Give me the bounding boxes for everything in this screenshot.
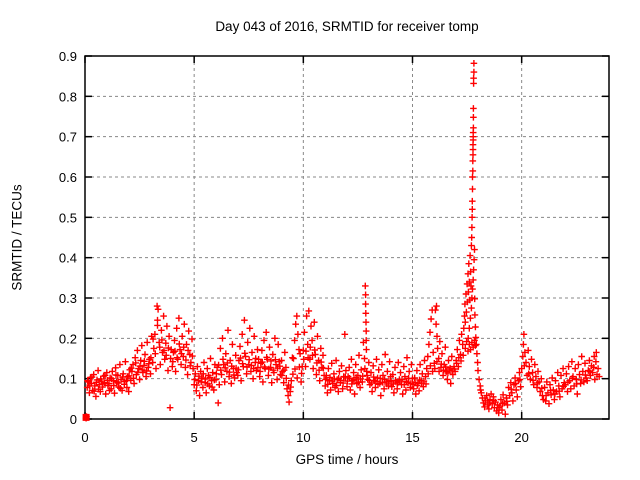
y-tick-label: 0.9	[59, 49, 77, 64]
y-tick-label: 0.2	[59, 331, 77, 346]
x-axis-label: GPS time / hours	[295, 452, 399, 467]
data-points	[82, 60, 603, 422]
y-axis-label: SRMTID / TECUs	[9, 184, 25, 291]
y-tick-label: 0.7	[59, 130, 77, 145]
y-tick-label: 0	[70, 412, 77, 427]
y-tick-label: 0.3	[59, 291, 77, 306]
x-tick-label: 15	[405, 430, 419, 445]
chart-title: Day 043 of 2016, SRMTID for receiver tom…	[215, 19, 479, 34]
x-tick-label: 20	[514, 430, 528, 445]
y-tick-label: 0.1	[59, 372, 77, 387]
y-tick-label: 0.4	[59, 251, 77, 266]
x-tick-label: 0	[81, 430, 88, 445]
origin-square-marker	[82, 413, 90, 421]
y-tick-label: 0.6	[59, 170, 77, 185]
x-tick-label: 5	[191, 430, 198, 445]
plot-border	[84, 55, 610, 420]
y-tick-label: 0.8	[59, 89, 77, 104]
y-tick-label: 0.5	[59, 210, 77, 225]
x-tick-label: 10	[296, 430, 310, 445]
